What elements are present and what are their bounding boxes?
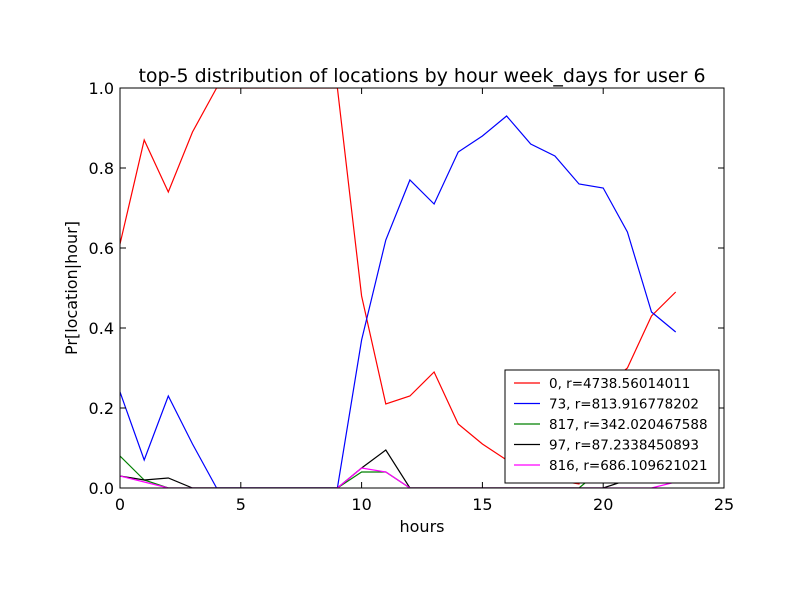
- x-tick-label: 20: [593, 495, 613, 514]
- y-axis-label: Pr[location|hour]: [62, 221, 81, 355]
- series-line-4: [120, 467, 676, 488]
- legend-label: 817, r=342.020467588: [549, 417, 708, 433]
- legend-label: 816, r=686.109621021: [549, 458, 708, 474]
- legend: 0, r=4738.56014011 73, r=813.916778202 817…: [504, 369, 720, 484]
- x-axis-label: hours: [400, 517, 445, 536]
- y-tick-label: 1.0: [89, 79, 114, 98]
- y-tick-label: 0.0: [89, 479, 114, 498]
- plot-frame: [119, 87, 725, 489]
- x-tick-label: 0: [115, 495, 125, 514]
- legend-label: 0, r=4738.56014011: [549, 376, 690, 392]
- legend-box: [504, 369, 720, 484]
- y-tick-label: 0.4: [89, 319, 114, 338]
- x-axis: 0 5 10 15 20 25: [115, 88, 734, 514]
- legend-label: 73, r=813.916778202: [549, 397, 699, 413]
- series-line-3: [120, 449, 676, 488]
- y-tick-label: 0.6: [89, 239, 114, 258]
- legend-label: 97, r=87.2338450893: [549, 438, 699, 454]
- x-tick-label: 5: [236, 495, 246, 514]
- y-tick-label: 0.2: [89, 399, 114, 418]
- y-tick-label: 0.8: [89, 159, 114, 178]
- chart-title: top-5 distribution of locations by hour …: [138, 65, 705, 87]
- x-tick-label: 25: [714, 495, 734, 514]
- x-tick-label: 10: [351, 495, 371, 514]
- series-line-1: [120, 115, 677, 488]
- x-tick-label: 15: [472, 495, 492, 514]
- y-axis: 0.0 0.2 0.4 0.6 0.8 1.0: [89, 79, 724, 498]
